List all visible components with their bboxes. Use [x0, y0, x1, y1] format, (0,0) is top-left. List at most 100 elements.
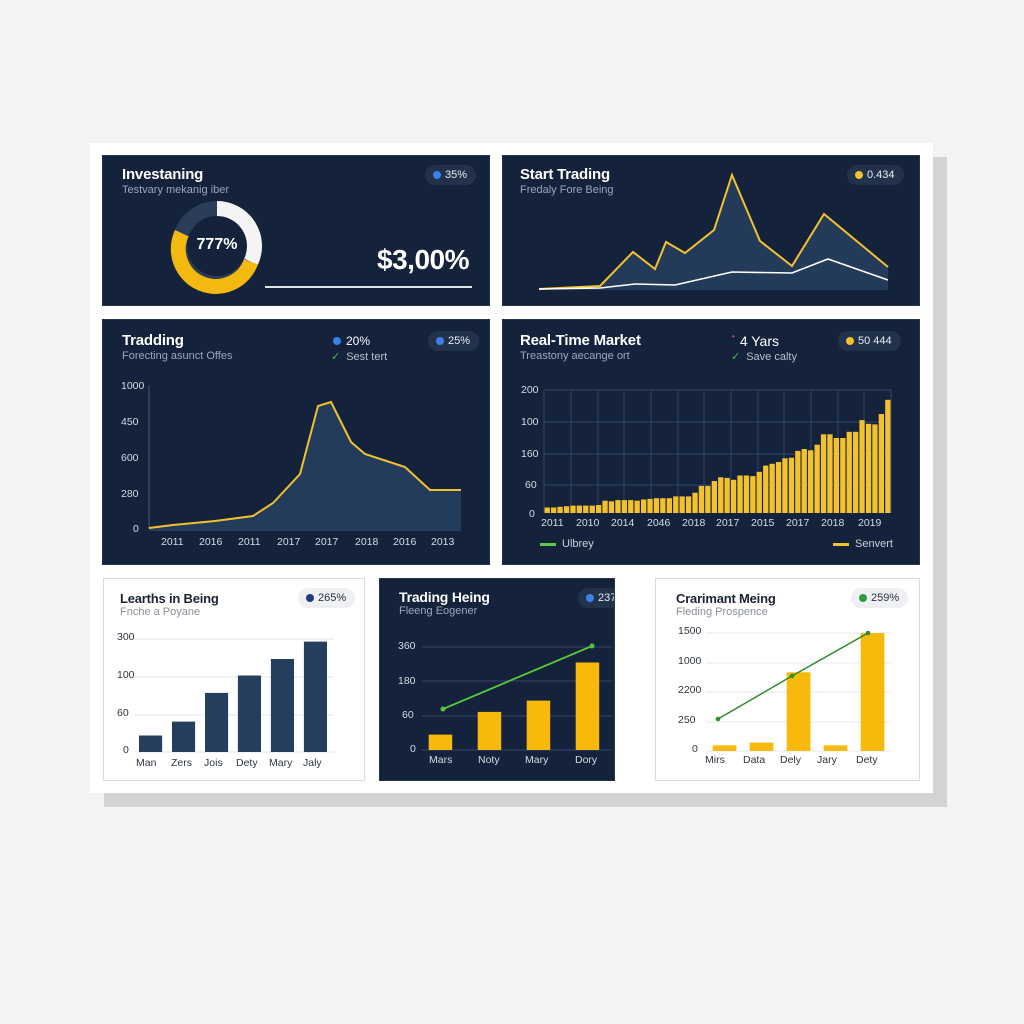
badge-value: 259% [871, 592, 900, 604]
y-tick: 100 [117, 669, 135, 681]
panel-title: Crarimant Meing [676, 591, 776, 606]
bar [237, 675, 261, 752]
bar [823, 745, 848, 751]
x-tick: 2016 [199, 536, 223, 548]
x-tick: 2018 [355, 536, 379, 548]
check-icon: ✓ [731, 351, 741, 363]
status-badge[interactable]: 50 444 [838, 331, 901, 351]
x-tick: 2017 [716, 517, 740, 529]
bar [544, 507, 550, 513]
value-underline [265, 286, 472, 288]
badge-value: 25% [448, 335, 471, 347]
x-tick: Zers [171, 757, 192, 769]
meta-sub: ✓ Sest tert [331, 350, 388, 364]
marker-icon: • [732, 331, 735, 341]
legend-item[interactable]: Senvert [833, 538, 893, 550]
bar-chart [543, 389, 892, 514]
status-badge[interactable]: 259% [851, 588, 909, 608]
bar [685, 496, 692, 513]
big-value: $3,00% [377, 244, 469, 275]
y-tick: 60 [117, 707, 129, 719]
bar [878, 414, 884, 513]
dot-icon [855, 171, 863, 179]
y-tick: 60 [402, 709, 414, 721]
status-badge[interactable]: 237 [578, 588, 615, 608]
y-tick: 450 [121, 416, 139, 428]
bar [270, 659, 294, 752]
area-chart [538, 172, 889, 290]
x-tick: Dory [575, 754, 598, 766]
bar-chart [134, 638, 334, 753]
bar [795, 450, 801, 513]
y-tick: 2200 [678, 684, 702, 696]
x-tick: 2018 [821, 517, 845, 529]
badge-value: 265% [318, 592, 347, 604]
bar [660, 498, 666, 513]
bar [872, 424, 878, 513]
panel-title: Trading Heing [399, 589, 490, 605]
bar [172, 721, 196, 752]
y-tick: 600 [121, 452, 139, 464]
meta-sub: ✓ Save calty [731, 350, 797, 364]
bar [673, 496, 679, 513]
bar [808, 450, 814, 513]
bar [769, 463, 775, 513]
x-tick: Data [743, 754, 766, 766]
bar [712, 745, 737, 751]
bar [205, 692, 229, 752]
y-tick: 0 [123, 744, 129, 756]
bar [820, 434, 827, 513]
bar [551, 507, 557, 513]
x-tick: Jois [204, 757, 223, 769]
bar [698, 485, 705, 513]
y-tick: 250 [678, 714, 696, 726]
x-tick: 2017 [277, 536, 301, 548]
y-tick: 160 [521, 448, 539, 460]
status-badge[interactable]: 25% [428, 331, 480, 351]
status-badge[interactable]: 35% [425, 165, 477, 185]
y-tick: 280 [121, 488, 139, 500]
x-tick: Mary [525, 754, 549, 766]
start-trading-panel: Start Trading Fredaly Fore Being 0.434 [502, 155, 920, 306]
y-tick: 180 [398, 675, 416, 687]
combo-chart [706, 630, 891, 752]
bar [756, 471, 762, 513]
bar [477, 711, 502, 750]
bar [647, 498, 653, 513]
y-tick: 0 [529, 508, 535, 520]
dot-icon [859, 594, 867, 602]
x-tick: 2011 [238, 536, 261, 548]
dot-icon [846, 337, 854, 345]
badge-value: 237 [598, 592, 615, 604]
bar [885, 399, 891, 513]
bar [428, 734, 453, 750]
trading-panel: Tradding Forecting asunct Offes 20% ✓ Se… [102, 319, 490, 565]
badge-value: 0.434 [867, 169, 895, 181]
bar [570, 505, 576, 513]
panel-title: Start Trading [520, 166, 610, 183]
donut-center-label: 777% [196, 236, 238, 253]
y-tick: 1000 [678, 655, 702, 667]
bar [583, 505, 589, 513]
trading-heing-panel: Trading Heing Fleeng Eogener 237 360 180… [379, 578, 615, 781]
x-tick: 2046 [647, 517, 671, 529]
status-badge[interactable]: 265% [298, 588, 356, 608]
investing-panel: Investaning Testvary mekanig iber 35% 77… [102, 155, 490, 306]
panel-title: Tradding [122, 332, 184, 349]
bar [596, 505, 602, 513]
panel-subtitle: Fleeng Eogener [399, 605, 478, 617]
status-badge[interactable]: 0.434 [847, 165, 904, 185]
bar [621, 500, 627, 513]
bar [853, 431, 859, 513]
x-tick: Dely [780, 754, 802, 766]
bar [782, 458, 788, 513]
x-tick: Dety [856, 754, 878, 766]
bar [679, 496, 685, 513]
x-tick: 2011 [541, 517, 564, 529]
y-tick: 200 [521, 384, 539, 396]
x-tick: 2011 [161, 536, 184, 548]
learths-panel: Learths in Being Fnche a Poyane 265% 300… [103, 578, 365, 781]
y-tick: 0 [692, 743, 698, 755]
legend-item[interactable]: Ulbrey [540, 538, 594, 550]
bar [589, 505, 595, 513]
